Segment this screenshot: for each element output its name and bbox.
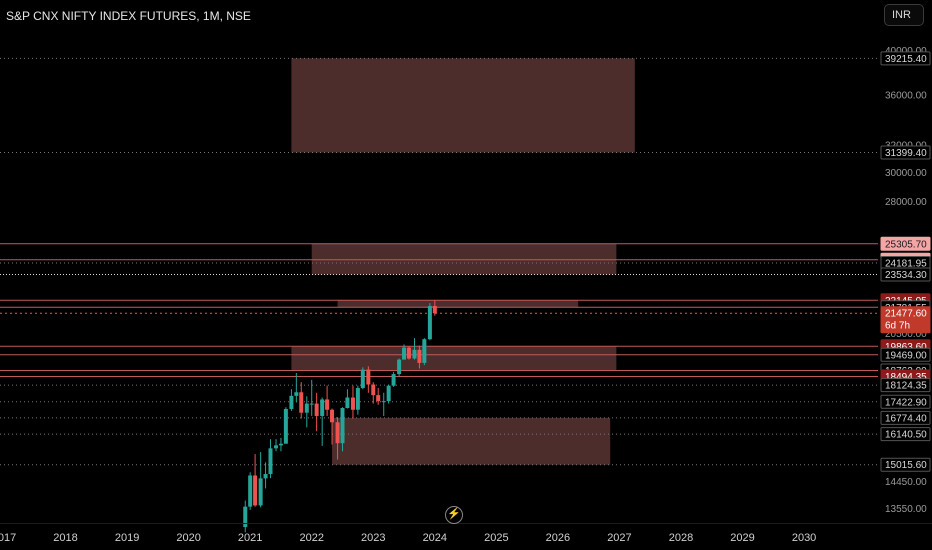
zone-box <box>332 417 611 465</box>
candle-body <box>320 399 325 416</box>
candle-body <box>253 475 258 506</box>
x-tick-label: 2021 <box>238 532 262 544</box>
candle-body <box>412 349 417 359</box>
x-tick-label: 2025 <box>484 532 508 544</box>
candle-body <box>422 339 427 363</box>
candle-body <box>340 407 345 444</box>
price-tag <box>880 347 931 362</box>
x-tick-label: 2028 <box>669 532 693 544</box>
currency-button[interactable]: INR <box>884 4 924 26</box>
x-tick-label: 2027 <box>607 532 631 544</box>
candle-body <box>371 384 376 396</box>
candle-body <box>417 349 422 363</box>
candle-body <box>355 388 360 410</box>
x-tick-label: 2019 <box>115 532 139 544</box>
price-tag-label: 19469.00 <box>885 350 927 361</box>
price-tag-label: 16140.50 <box>885 430 927 441</box>
price-tag-label: 17422.90 <box>885 397 927 408</box>
price-tag <box>880 51 931 66</box>
x-tick-label: 2020 <box>176 532 200 544</box>
candle-body <box>381 401 386 403</box>
price-tag <box>880 267 931 282</box>
price-tag <box>880 427 931 442</box>
symbol-title[interactable]: S&P CNX NIFTY INDEX FUTURES, 1M, NSE <box>6 9 251 23</box>
candle-body <box>263 474 268 479</box>
candle-body <box>335 422 340 444</box>
x-tick-label: 2030 <box>792 532 816 544</box>
y-tick-label: 36000.00 <box>885 91 927 102</box>
y-tick-label: 28000.00 <box>885 197 927 208</box>
candle-body <box>243 506 248 528</box>
price-tag <box>880 236 931 251</box>
x-tick-label: 2018 <box>53 532 77 544</box>
x-tick-label: 2026 <box>546 532 570 544</box>
x-tick-label: 2029 <box>730 532 754 544</box>
x-tick-label: 2022 <box>299 532 323 544</box>
price-tag-label: 21477.60 <box>885 309 927 320</box>
candle-body <box>325 399 330 410</box>
candle-body <box>309 403 314 405</box>
candle-body <box>391 374 396 386</box>
price-tag-label: 23534.30 <box>885 270 927 281</box>
price-tag <box>880 306 931 334</box>
candle-body <box>345 397 350 408</box>
zone-box <box>337 300 579 308</box>
price-tag-label: 18494.35 <box>885 372 927 383</box>
zone-box <box>291 346 617 371</box>
candle-body <box>427 305 432 340</box>
lightning-bolt-icon[interactable]: ⚡ <box>445 506 463 524</box>
candle-body <box>432 305 437 314</box>
candle-body <box>406 347 411 359</box>
price-tag-label: 15015.60 <box>885 460 927 471</box>
price-tag-label: 25305.70 <box>885 239 927 250</box>
x-tick-label: 2024 <box>423 532 447 544</box>
x-tick-label: 2017 <box>0 532 16 544</box>
candle-body <box>248 475 253 507</box>
candle-body <box>366 369 371 385</box>
time-axis-divider <box>0 523 932 524</box>
candle-body <box>268 448 273 475</box>
candle-body <box>360 369 365 389</box>
candle-body <box>397 359 402 375</box>
candle-body <box>330 409 335 423</box>
price-tag <box>880 457 931 472</box>
candle-body <box>283 408 288 444</box>
candle-body <box>386 385 391 402</box>
price-tag <box>880 378 931 393</box>
y-tick-label: 14450.00 <box>885 477 927 488</box>
price-tag-label: 16774.40 <box>885 413 927 424</box>
y-tick-label: 30000.00 <box>885 168 927 179</box>
price-tag <box>880 394 931 409</box>
price-tag-label: 18124.35 <box>885 381 927 392</box>
y-tick-label: 13550.00 <box>885 504 927 515</box>
x-tick-label: 2023 <box>361 532 385 544</box>
y-tick-label: 20500.00 <box>885 329 927 340</box>
candle-body <box>314 403 319 416</box>
candle-body <box>402 347 407 360</box>
candle-body <box>304 403 309 413</box>
price-tag-label: 24181.95 <box>885 259 927 270</box>
price-tag-label: 19863.60 <box>885 342 927 353</box>
candle-body <box>274 445 279 449</box>
candle-body <box>350 397 355 410</box>
candle-body <box>299 392 304 413</box>
countdown-label: 6d 7h <box>885 321 910 332</box>
zone-box <box>291 58 635 153</box>
candle-body <box>278 443 283 446</box>
candle-body <box>376 395 381 402</box>
candle-body <box>289 395 294 409</box>
candle-body <box>294 392 299 396</box>
zone-box <box>311 243 617 275</box>
price-tag <box>880 145 931 160</box>
price-tag <box>880 410 931 425</box>
price-tag-label: 31399.40 <box>885 148 927 159</box>
price-tag-label: 39215.40 <box>885 54 927 65</box>
candle-body <box>258 478 263 506</box>
